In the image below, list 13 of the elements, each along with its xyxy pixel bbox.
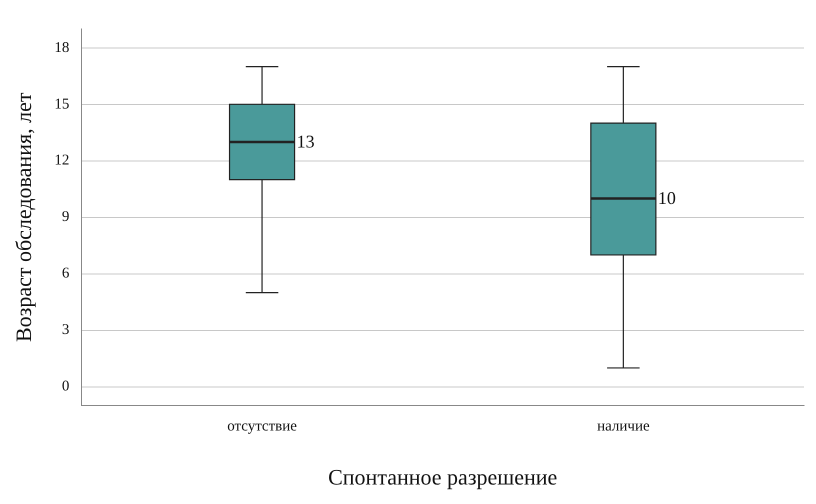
y-tick-label: 12 <box>54 152 70 169</box>
y-tick-label: 0 <box>62 378 70 395</box>
y-tick-label: 9 <box>62 209 70 226</box>
y-tick-label: 3 <box>62 322 70 338</box>
x-tick-label: наличие <box>597 418 650 435</box>
x-axis-title: Спонтанное разрешение <box>328 464 558 490</box>
y-axis-title: Возраст обследования, лет <box>10 92 36 342</box>
text: 13 <box>296 132 315 152</box>
y-tick-label: 15 <box>54 96 70 112</box>
x-tick-label: отсутствие <box>227 418 298 435</box>
y-tick-label: 18 <box>54 40 70 56</box>
text: 10 <box>658 188 676 208</box>
y-tick-label: 6 <box>62 266 70 282</box>
